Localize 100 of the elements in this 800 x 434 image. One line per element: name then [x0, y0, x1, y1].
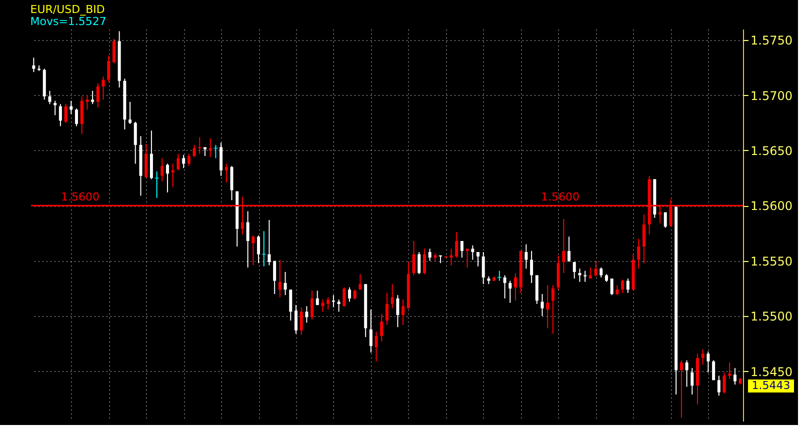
candlestick — [214, 144, 218, 159]
candlestick — [390, 284, 394, 309]
y-tick-label: 1.5500 — [750, 310, 792, 324]
candlestick — [32, 57, 36, 73]
candlestick — [514, 272, 517, 302]
candlestick — [621, 279, 624, 294]
candlestick — [471, 244, 474, 260]
candlestick — [230, 165, 234, 201]
candlestick — [733, 367, 736, 386]
candlestick — [722, 372, 726, 394]
candlestick — [503, 274, 506, 299]
candlestick — [316, 290, 319, 306]
candlestick — [58, 104, 62, 127]
candlestick — [144, 143, 148, 179]
candlestick — [685, 360, 688, 388]
candlestick — [396, 294, 400, 328]
candlestick — [600, 267, 603, 278]
y-tick-label: 1.5700 — [750, 88, 792, 103]
candlestick — [332, 294, 335, 308]
candlestick — [166, 163, 170, 193]
y-tick-label: 1.5550 — [750, 254, 792, 268]
candlestick — [337, 299, 340, 312]
candlestick — [278, 259, 282, 298]
y-tick-label: 1.5650 — [750, 144, 792, 158]
candlestick — [246, 210, 250, 268]
candlestick — [300, 306, 303, 336]
candlestick — [192, 144, 196, 158]
candlestick — [717, 375, 720, 396]
candlestick — [134, 121, 137, 164]
candlestick — [107, 55, 110, 83]
candlestick — [220, 142, 223, 176]
candlestick — [176, 153, 180, 171]
candlestick — [128, 101, 132, 124]
candlestick — [198, 136, 202, 154]
candlestick — [546, 284, 550, 329]
candlestick — [75, 108, 78, 127]
candlestick — [466, 248, 469, 268]
candlestick — [584, 270, 587, 282]
candlestick — [342, 286, 346, 307]
candlestick — [262, 230, 266, 267]
candlestick — [482, 252, 485, 285]
candlestick — [418, 252, 421, 275]
y-tick-label: 1.5600 — [750, 199, 792, 214]
candlestick — [568, 236, 571, 262]
candlestick — [224, 163, 228, 183]
candlestick — [428, 248, 432, 262]
candlestick — [524, 244, 528, 270]
candlestick — [386, 292, 388, 326]
candlestick — [706, 350, 710, 373]
candlestick — [70, 100, 73, 115]
candlestick — [96, 82, 100, 108]
candlestick — [112, 38, 116, 64]
candlestick — [273, 260, 276, 295]
candlestick — [252, 234, 255, 266]
candlestick — [701, 348, 704, 366]
candlestick — [160, 158, 164, 182]
candlestick — [594, 260, 598, 277]
candlestick — [637, 238, 640, 270]
candlestick — [102, 76, 105, 100]
chart-title: EUR/USD_BID — [30, 3, 105, 16]
candlestick — [305, 306, 308, 324]
candlestick — [690, 367, 694, 395]
candlestick — [369, 308, 372, 354]
candlestick — [353, 289, 356, 300]
candlestick — [321, 299, 324, 312]
candlestick — [402, 299, 405, 326]
candlestick — [86, 94, 89, 110]
y-tick-label: 1.5450 — [750, 364, 792, 379]
candlestick — [80, 96, 84, 134]
candlestick — [455, 232, 458, 258]
candlestick — [508, 280, 512, 304]
candlestick — [91, 90, 94, 105]
candlestick — [712, 360, 716, 381]
candlestick — [348, 286, 352, 302]
candlestick — [289, 289, 292, 322]
chart-subtitle: Movs=1.5527 — [30, 15, 106, 28]
candlestick — [412, 240, 416, 276]
candlestick — [310, 290, 314, 320]
candlestick — [497, 270, 502, 282]
candlestick — [294, 304, 298, 334]
candlestick — [257, 234, 260, 264]
candlestick — [476, 252, 480, 267]
candlestick — [562, 218, 566, 274]
candlestick — [530, 250, 534, 284]
candlestick — [374, 331, 378, 362]
ref-line-label: 1.5600 — [61, 190, 100, 204]
candlestick — [616, 284, 619, 296]
text: 1.5443 — [752, 379, 790, 392]
candlestick — [460, 240, 464, 258]
candlestick — [642, 214, 646, 264]
text: 1.5600 — [541, 190, 580, 204]
candlestick — [422, 248, 426, 275]
candlestick — [284, 271, 287, 296]
candlestick — [664, 212, 667, 228]
candlestick — [626, 278, 630, 294]
candlestick — [64, 104, 68, 124]
candlestick — [680, 360, 683, 418]
candlestick — [358, 274, 362, 290]
y-tick-label: 1.5750 — [750, 34, 792, 48]
candlestick — [326, 296, 330, 310]
